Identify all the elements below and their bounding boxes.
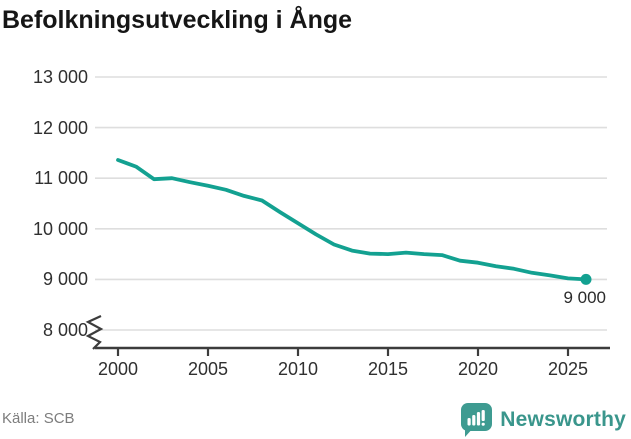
x-tick-label: 2025: [547, 359, 589, 379]
chart-title: Befolkningsutveckling i Ånge: [2, 6, 353, 34]
x-tick-label: 2005: [187, 359, 229, 379]
y-tick-label: 11 000: [34, 168, 88, 189]
x-tick-label: 2020: [457, 359, 499, 379]
y-tick-label: 12 000: [32, 117, 88, 138]
source-caption: Källa: SCB: [2, 410, 75, 427]
population-series-line: [116, 158, 588, 282]
newsworthy-chart-bubble-icon: [461, 403, 493, 437]
last-point-marker: [580, 273, 592, 285]
y-tick-label: 8 000: [42, 320, 88, 340]
last-value-label: 9 000: [563, 288, 606, 307]
newsworthy-wordmark: Newsworthy: [500, 408, 626, 431]
x-tick-label: 2010: [277, 359, 319, 379]
newsworthy-branding: Newsworthy: [459, 402, 626, 438]
x-tick-label: 2015: [367, 359, 409, 379]
x-tick-label: 2000: [97, 359, 139, 379]
y-tick-label: 9 000: [42, 269, 88, 290]
y-axis-break-icon: [85, 315, 104, 350]
y-tick-label: 13 000: [32, 67, 88, 87]
y-tick-label: 10 000: [32, 218, 88, 239]
